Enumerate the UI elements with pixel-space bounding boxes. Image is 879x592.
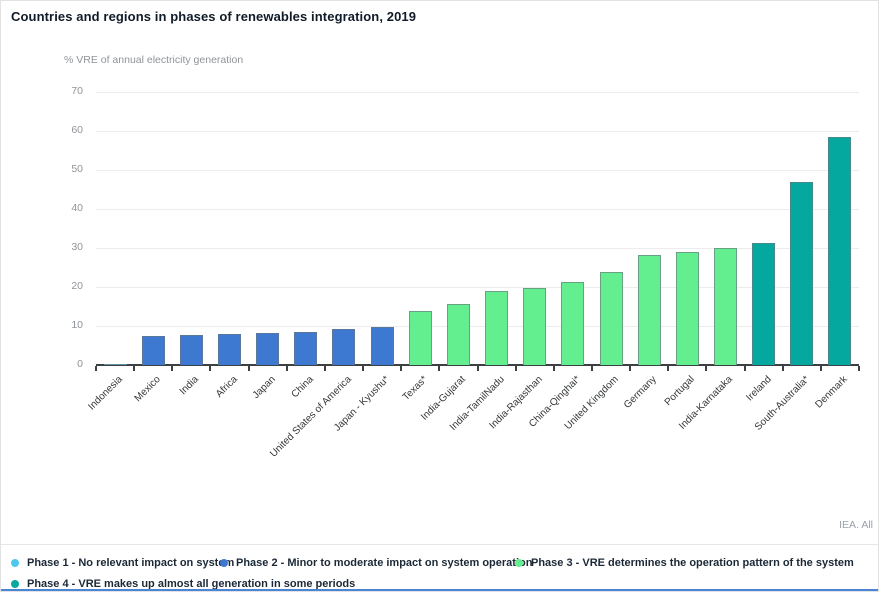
x-axis-tick	[362, 366, 365, 371]
bar	[179, 335, 203, 365]
legend-divider	[1, 544, 878, 545]
x-axis-line	[96, 364, 859, 366]
x-axis-tick	[629, 366, 632, 371]
x-axis-tick	[400, 366, 403, 371]
y-tick-label: 10	[71, 319, 83, 331]
bar	[141, 336, 165, 365]
legend-dot-icon	[11, 559, 19, 567]
source-note: IEA. All	[839, 519, 873, 531]
y-tick-label: 20	[71, 280, 83, 292]
bar	[408, 311, 432, 365]
x-axis-tick	[323, 366, 326, 371]
gridline	[96, 92, 859, 93]
gridline	[96, 131, 859, 132]
x-axis-tick	[781, 366, 784, 371]
x-axis-tick	[667, 366, 670, 371]
legend-dot-icon	[220, 559, 228, 567]
bar	[790, 182, 814, 365]
x-axis-tick	[705, 366, 708, 371]
x-axis-tick	[552, 366, 555, 371]
x-axis-tick	[438, 366, 441, 371]
legend-item: Phase 2 - Minor to moderate impact on sy…	[220, 557, 532, 569]
y-tick-label: 60	[71, 124, 83, 136]
x-axis-tick	[590, 366, 593, 371]
gridline	[96, 287, 859, 288]
bar	[370, 327, 394, 365]
legend-label: Phase 3 - VRE determines the operation p…	[531, 557, 854, 569]
y-axis-label: % VRE of annual electricity generation	[64, 54, 244, 66]
legend-dot-icon	[515, 559, 523, 567]
x-axis-tick	[95, 366, 97, 371]
x-axis-tick	[247, 366, 250, 371]
legend-label: Phase 1 - No relevant impact on system	[27, 557, 235, 569]
bar	[828, 137, 852, 365]
x-axis-tick	[171, 366, 174, 371]
legend-label: Phase 4 - VRE makes up almost all genera…	[27, 578, 356, 590]
y-tick-label: 0	[77, 358, 83, 370]
y-tick-label: 50	[71, 163, 83, 175]
bar	[523, 287, 547, 365]
legend-dot-icon	[11, 580, 19, 588]
legend-item: Phase 1 - No relevant impact on system	[11, 557, 234, 569]
bar	[103, 363, 127, 365]
bar	[752, 242, 776, 365]
bar	[218, 334, 242, 365]
bar	[561, 281, 585, 365]
gridline	[96, 326, 859, 327]
x-axis-tick	[858, 366, 860, 371]
bar	[294, 331, 318, 365]
y-tick-label: 40	[71, 202, 83, 214]
bar	[599, 272, 623, 365]
bar	[637, 255, 661, 365]
x-axis-tick	[285, 366, 288, 371]
gridline	[96, 170, 859, 171]
bottom-accent-line	[1, 589, 878, 591]
x-axis-tick	[209, 366, 212, 371]
legend-label: Phase 2 - Minor to moderate impact on sy…	[236, 557, 533, 569]
y-tick-label: 70	[71, 85, 83, 97]
legend-item: Phase 3 - VRE determines the operation p…	[515, 557, 854, 569]
bar	[446, 303, 470, 365]
bar	[713, 248, 737, 365]
y-tick-label: 30	[71, 241, 83, 253]
legend: Phase 1 - No relevant impact on system Ph…	[1, 553, 878, 591]
bar	[485, 291, 509, 365]
x-axis-tick	[819, 366, 822, 371]
chart-title: Countries and regions in phases of renew…	[11, 9, 417, 24]
plot-area: Indonesia Mexico India Africa Japan China Unit…	[86, 92, 860, 460]
x-axis-tick	[133, 366, 136, 371]
x-axis-tick	[514, 366, 517, 371]
bar	[332, 328, 356, 365]
bar	[256, 333, 280, 365]
bar	[675, 252, 699, 365]
gridline	[96, 248, 859, 249]
gridline	[96, 209, 859, 210]
x-axis-tick	[743, 366, 746, 371]
x-axis-tick	[476, 366, 479, 371]
legend-item: Phase 4 - VRE makes up almost all genera…	[11, 578, 355, 590]
